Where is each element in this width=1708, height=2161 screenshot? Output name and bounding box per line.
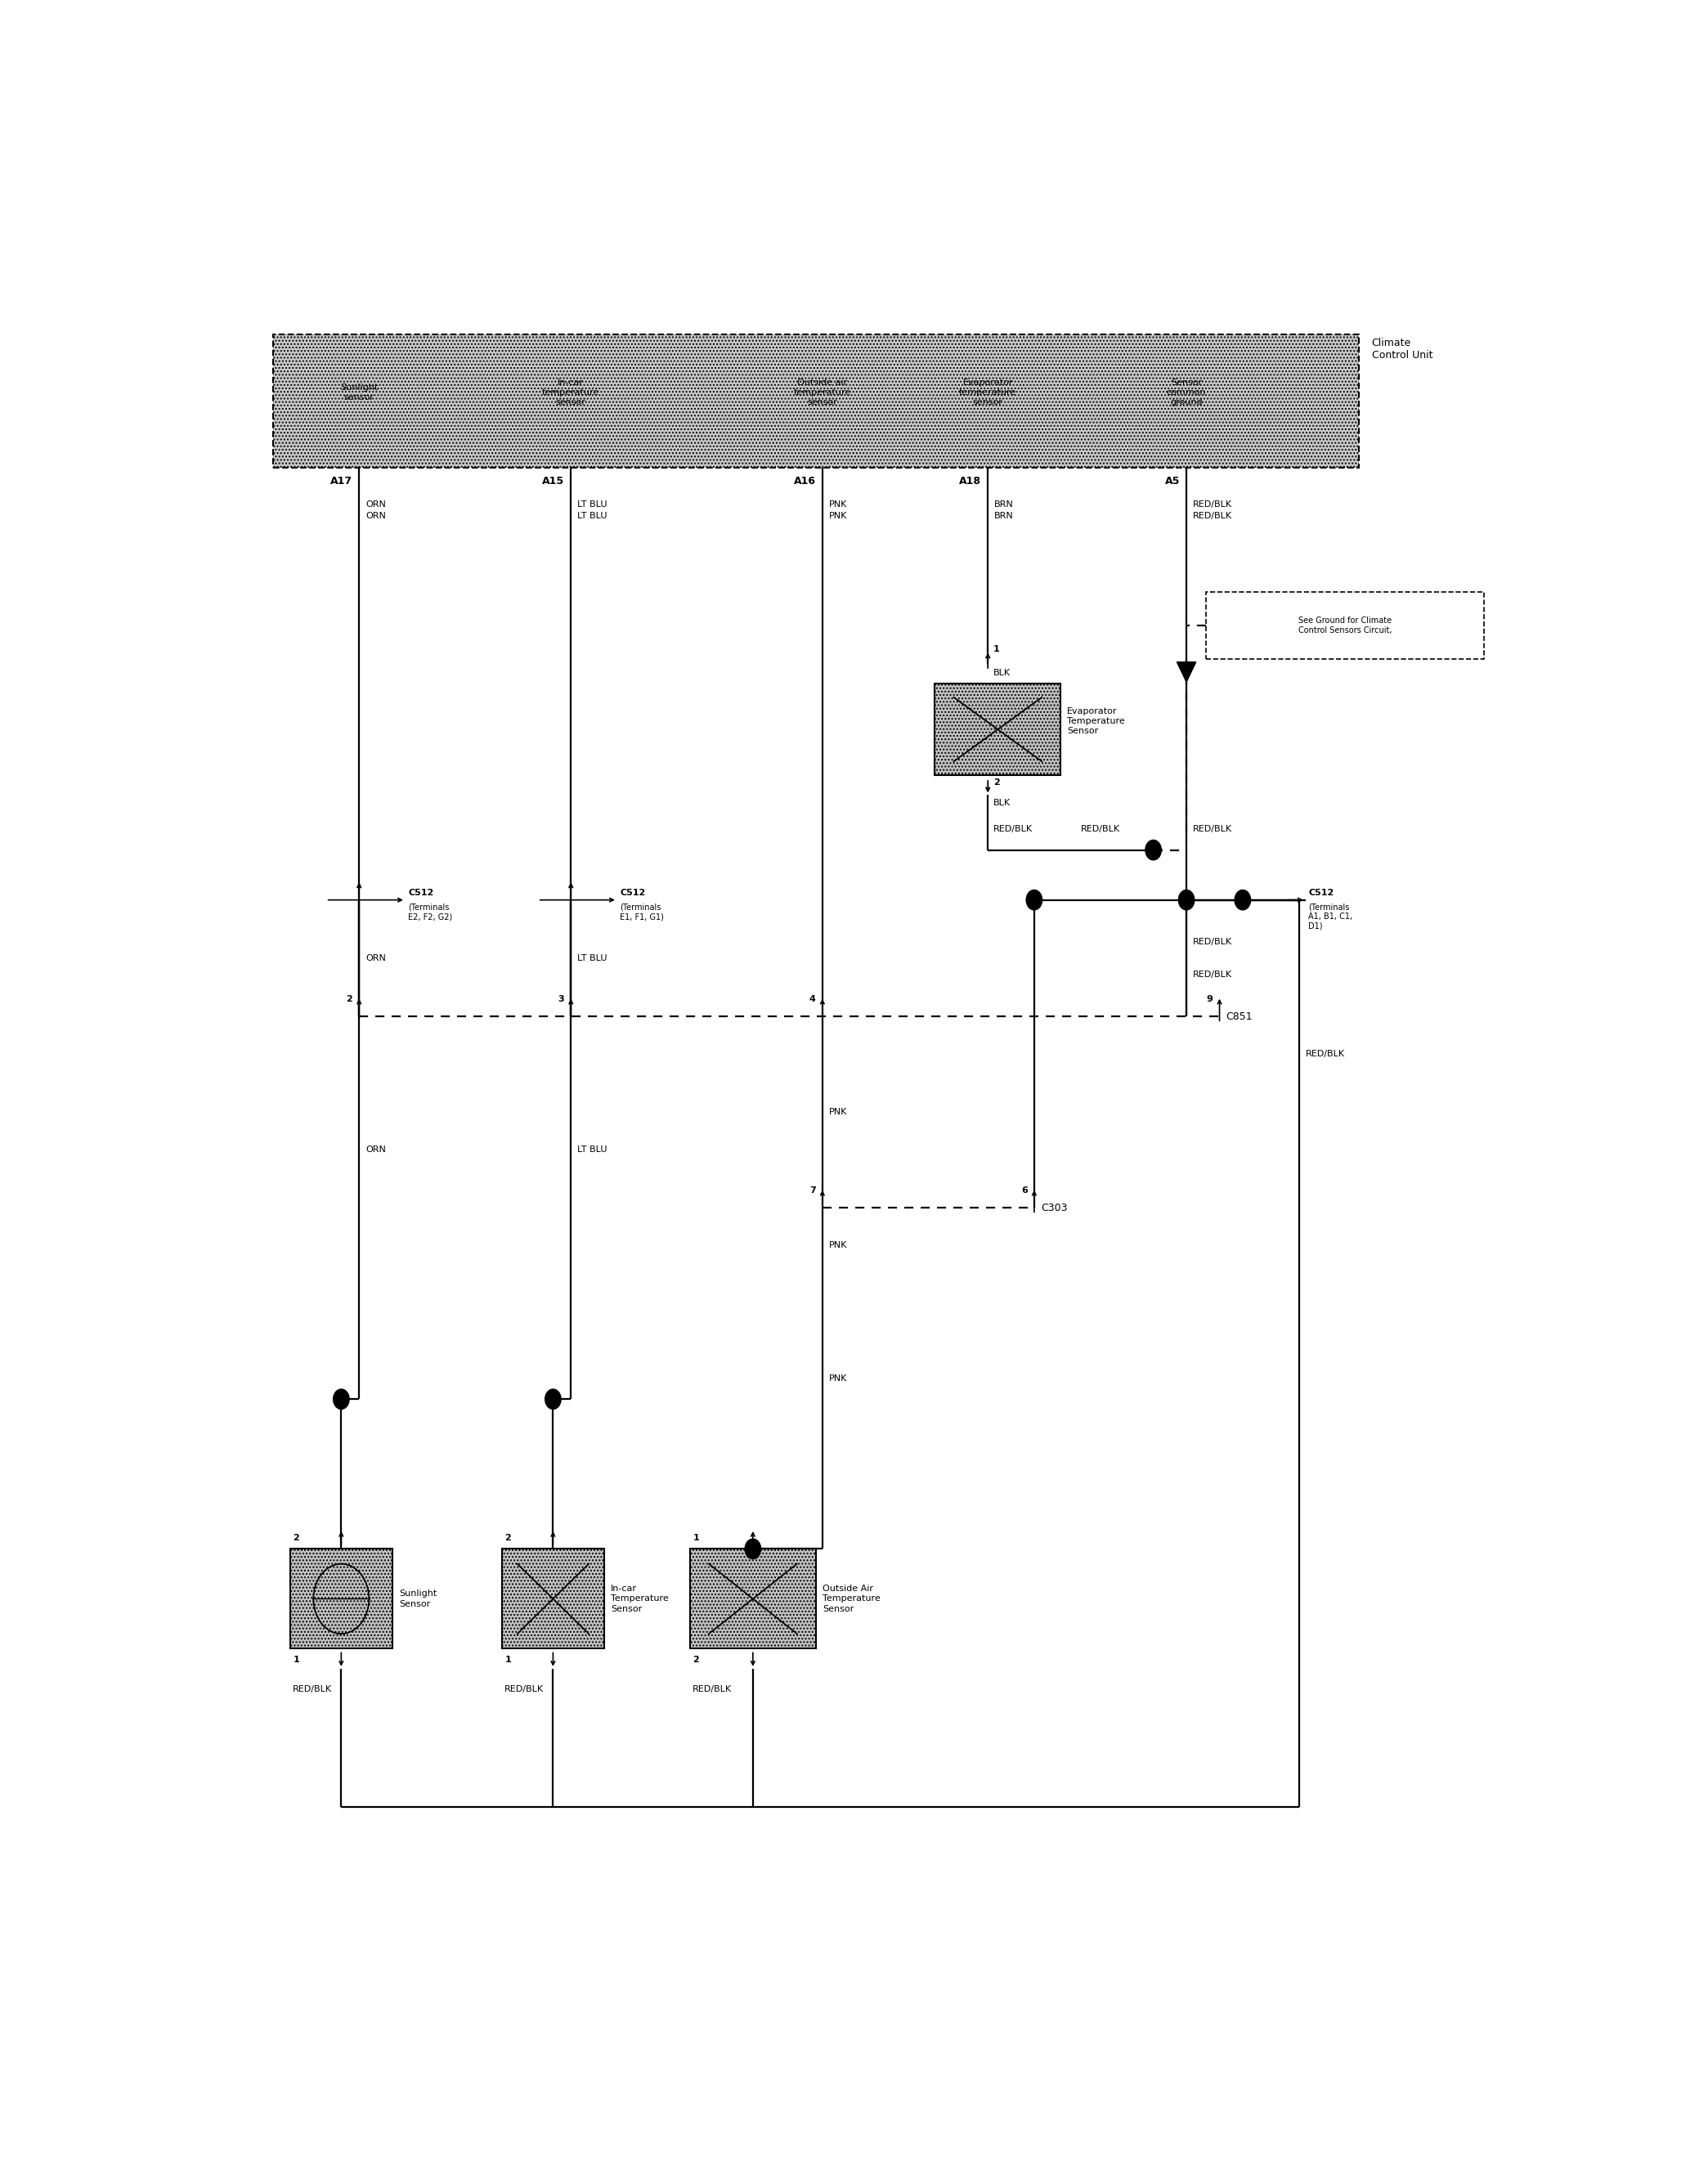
Text: A17: A17	[330, 475, 352, 486]
Text: RED/BLK: RED/BLK	[1192, 512, 1233, 521]
Text: BLK: BLK	[992, 797, 1011, 806]
Text: 2: 2	[347, 994, 352, 1003]
Circle shape	[1027, 890, 1042, 910]
Text: 2: 2	[506, 1534, 511, 1543]
Text: Outside air
temperature
sensor: Outside air temperature sensor	[794, 378, 851, 406]
Circle shape	[745, 1539, 760, 1558]
Text: 6: 6	[1021, 1186, 1028, 1195]
Text: 2: 2	[294, 1534, 299, 1543]
Text: ORN: ORN	[366, 1145, 386, 1154]
Text: PNK: PNK	[828, 1109, 847, 1117]
Text: (Terminals
E2, F2, G2): (Terminals E2, F2, G2)	[408, 903, 453, 921]
Text: 1: 1	[294, 1655, 299, 1664]
Text: PNK: PNK	[828, 1374, 847, 1383]
Text: 7: 7	[810, 1186, 816, 1195]
Circle shape	[1146, 841, 1161, 860]
Text: PNK: PNK	[828, 512, 847, 521]
Text: ORN: ORN	[366, 512, 386, 521]
Text: RED/BLK: RED/BLK	[1305, 1050, 1344, 1059]
Bar	[502, 1549, 605, 1649]
Text: 1: 1	[693, 1534, 699, 1543]
Text: In-car
Temperature
Sensor: In-car Temperature Sensor	[611, 1584, 668, 1612]
Text: Evaporator
temperature
sensor: Evaporator temperature sensor	[960, 378, 1016, 406]
Text: 9: 9	[1206, 994, 1213, 1003]
Text: Climate
Control Unit: Climate Control Unit	[1372, 337, 1433, 361]
Text: BRN: BRN	[994, 501, 1015, 508]
Text: RED/BLK: RED/BLK	[294, 1686, 333, 1694]
Text: 4: 4	[810, 994, 816, 1003]
Text: A18: A18	[960, 475, 980, 486]
Bar	[690, 1549, 816, 1649]
Text: (Terminals
A1, B1, C1,
D1): (Terminals A1, B1, C1, D1)	[1308, 903, 1353, 931]
Text: C512: C512	[408, 888, 434, 897]
Text: ORN: ORN	[366, 955, 386, 962]
Text: A5: A5	[1165, 475, 1180, 486]
Text: PNK: PNK	[828, 1240, 847, 1249]
Text: RED/BLK: RED/BLK	[1081, 826, 1120, 834]
Text: LT BLU: LT BLU	[577, 512, 608, 521]
Bar	[273, 335, 1358, 467]
Polygon shape	[1177, 661, 1196, 683]
Text: ORN: ORN	[366, 501, 386, 508]
Text: LT BLU: LT BLU	[577, 955, 608, 962]
Text: 1: 1	[506, 1655, 511, 1664]
Text: C303: C303	[1040, 1202, 1068, 1212]
Text: See Ground for Climate
Control Sensors Circuit,: See Ground for Climate Control Sensors C…	[1298, 616, 1392, 635]
Text: RED/BLK: RED/BLK	[693, 1686, 733, 1694]
Text: PNK: PNK	[828, 501, 847, 508]
Text: Sunlight
sensor: Sunlight sensor	[340, 385, 377, 402]
Text: LT BLU: LT BLU	[577, 1145, 608, 1154]
Circle shape	[545, 1390, 560, 1409]
Text: RED/BLK: RED/BLK	[506, 1686, 545, 1694]
Text: Outside Air
Temperature
Sensor: Outside Air Temperature Sensor	[823, 1584, 880, 1612]
Bar	[290, 1549, 393, 1649]
Text: A16: A16	[794, 475, 816, 486]
Text: C851: C851	[1226, 1011, 1252, 1022]
Text: BLK: BLK	[992, 668, 1011, 676]
Circle shape	[1235, 890, 1250, 910]
Text: BRN: BRN	[994, 512, 1015, 521]
Text: C512: C512	[620, 888, 646, 897]
Text: Sunlight
Sensor: Sunlight Sensor	[400, 1590, 437, 1608]
Text: RED/BLK: RED/BLK	[1192, 501, 1233, 508]
Text: RED/BLK: RED/BLK	[1192, 938, 1233, 947]
Text: In-car
temperature
sensor: In-car temperature sensor	[541, 378, 600, 406]
Text: 1: 1	[992, 646, 999, 653]
Text: Sensor
common
ground: Sensor common ground	[1167, 378, 1206, 406]
Text: LT BLU: LT BLU	[577, 501, 608, 508]
Text: RED/BLK: RED/BLK	[992, 826, 1033, 834]
Text: RED/BLK: RED/BLK	[1192, 826, 1233, 834]
Text: A15: A15	[541, 475, 564, 486]
Text: 3: 3	[559, 994, 564, 1003]
Text: (Terminals
E1, F1, G1): (Terminals E1, F1, G1)	[620, 903, 664, 921]
Text: C512: C512	[1308, 888, 1334, 897]
Bar	[934, 683, 1061, 776]
Text: 2: 2	[992, 778, 999, 787]
Text: 2: 2	[693, 1655, 699, 1664]
Text: RED/BLK: RED/BLK	[1192, 970, 1233, 979]
Circle shape	[333, 1390, 348, 1409]
Bar	[1206, 592, 1484, 659]
Text: Evaporator
Temperature
Sensor: Evaporator Temperature Sensor	[1068, 707, 1126, 735]
Circle shape	[1179, 890, 1194, 910]
